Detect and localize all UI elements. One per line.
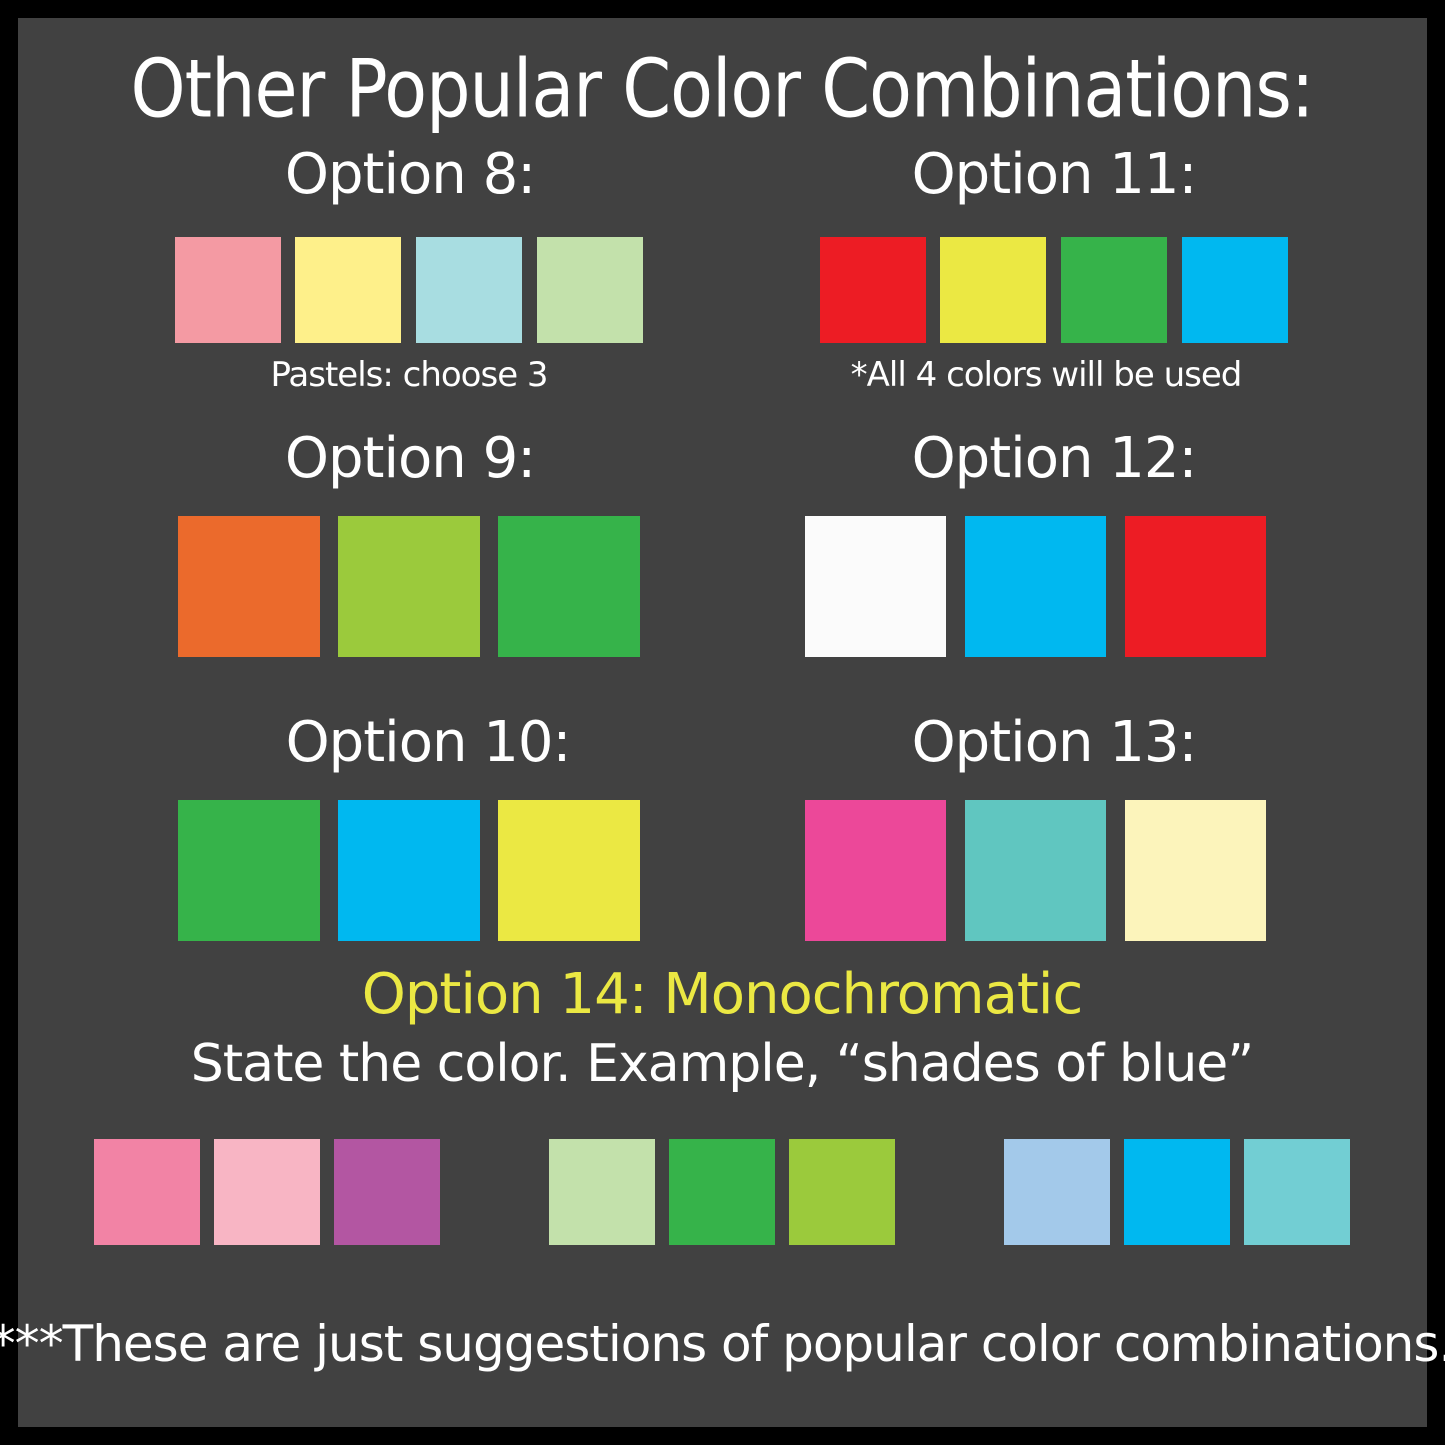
option-8-swatch-1: [175, 237, 281, 343]
option-10-swatch-3: [498, 800, 640, 941]
option-14-swatch-5: [669, 1139, 775, 1245]
option-10-swatch-1: [178, 800, 320, 941]
option-12-swatch-3: [1125, 516, 1266, 657]
option-12-heading: Option 12:: [911, 426, 1198, 491]
option-10-heading: Option 10:: [285, 710, 572, 775]
page-title: Other Popular Color Combinations:: [130, 41, 1315, 137]
option-11-swatch-2: [940, 237, 1046, 343]
option-8-swatch-4: [537, 237, 643, 343]
option-11-caption: *All 4 colors will be used: [850, 355, 1243, 395]
option-8-swatch-2: [295, 237, 401, 343]
option-11-swatch-1: [820, 237, 926, 343]
option-14-swatch-1: [94, 1139, 200, 1245]
option-10-swatch-2: [338, 800, 480, 941]
option-9-swatch-1: [178, 516, 320, 657]
option-13-swatch-2: [965, 800, 1106, 941]
option-11-swatch-3: [1061, 237, 1167, 343]
option-11-heading: Option 11:: [911, 142, 1198, 207]
option-14-swatch-7: [1004, 1139, 1110, 1245]
option-14-swatch-2: [214, 1139, 320, 1245]
footer-note: ***These are just suggestions of popular…: [0, 1315, 1445, 1373]
option-12-swatch-1: [805, 516, 946, 657]
option-14-swatch-4: [549, 1139, 655, 1245]
option-9-swatch-3: [498, 516, 640, 657]
option-14-swatch-9: [1244, 1139, 1350, 1245]
option-13-heading: Option 13:: [911, 710, 1198, 775]
option-8-caption: Pastels: choose 3: [270, 355, 548, 395]
option-14-swatch-8: [1124, 1139, 1230, 1245]
option-14-subtitle: State the color. Example, “shades of blu…: [190, 1034, 1254, 1094]
option-8-heading: Option 8:: [284, 142, 536, 207]
option-12-swatch-2: [965, 516, 1106, 657]
option-9-heading: Option 9:: [284, 426, 536, 491]
option-14-heading: Option 14: Monochromatic: [361, 962, 1083, 1027]
option-8-swatch-3: [416, 237, 522, 343]
option-13-swatch-3: [1125, 800, 1266, 941]
option-11-swatch-4: [1182, 237, 1288, 343]
option-9-swatch-2: [338, 516, 480, 657]
option-14-swatch-6: [789, 1139, 895, 1245]
option-13-swatch-1: [805, 800, 946, 941]
option-14-swatch-3: [334, 1139, 440, 1245]
